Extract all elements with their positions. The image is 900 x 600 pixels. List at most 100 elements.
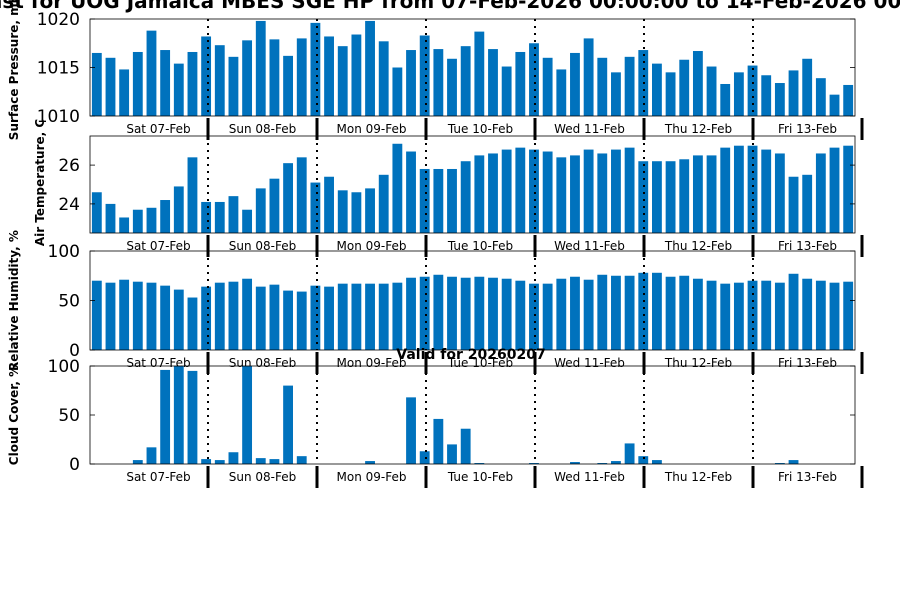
relative-humidity-bar <box>447 276 457 350</box>
relative-humidity-bar <box>91 280 102 350</box>
air-temperature-bar <box>829 147 840 233</box>
air-temperature-day-label: Thu 12-Feb <box>664 239 732 253</box>
relative-humidity-bar <box>761 280 772 350</box>
cloud-cover-bar <box>611 461 621 464</box>
relative-humidity-ytick-label: 100 <box>48 242 80 262</box>
cloud-cover-bar <box>201 459 212 464</box>
relative-humidity-bar <box>611 275 621 350</box>
surface-pressure-bar <box>365 20 375 116</box>
cloud-cover-day-label: Fri 13-Feb <box>778 470 837 484</box>
surface-pressure-bar <box>146 30 157 116</box>
air-temperature-bar <box>419 168 430 233</box>
air-temperature-bar <box>242 209 253 233</box>
chart-title: Forecast for UOG Jamaica MBES SGE HP fro… <box>0 0 900 13</box>
air-temperature-bar <box>187 157 198 233</box>
relative-humidity-bar <box>296 291 307 350</box>
air-temperature-ytick-label: 24 <box>58 195 80 215</box>
air-temperature-bar <box>583 149 594 233</box>
relative-humidity-bar <box>392 282 403 350</box>
air-temperature-bar <box>365 188 375 233</box>
relative-humidity-bar <box>529 283 539 350</box>
relative-humidity-bar <box>146 282 157 350</box>
cloud-cover-bar <box>460 428 471 464</box>
cloud-cover-bar <box>173 366 184 464</box>
air-temperature-bar <box>119 217 130 233</box>
air-temperature-bar <box>488 153 498 233</box>
surface-pressure-ytick-label: 1015 <box>37 59 80 79</box>
surface-pressure-ylabel: Surface Pressure, mb <box>7 0 21 140</box>
cloud-cover-bar <box>146 447 157 464</box>
cloud-cover-bar <box>788 460 799 464</box>
relative-humidity-bar <box>624 275 635 350</box>
surface-pressure-ytick-label: 1010 <box>37 107 80 127</box>
air-temperature-bar <box>132 209 143 233</box>
air-temperature-bar <box>788 176 799 233</box>
surface-pressure-bar <box>501 66 512 116</box>
relative-humidity-day-label: Fri 13-Feb <box>778 356 837 370</box>
air-temperature-bar <box>296 157 307 233</box>
cloud-cover-bar <box>638 456 649 464</box>
air-temperature-bar <box>228 196 239 233</box>
air-temperature-bar <box>214 201 225 233</box>
relative-humidity-bar <box>815 280 826 350</box>
surface-pressure-bar <box>788 70 799 116</box>
surface-pressure-bar <box>665 72 676 116</box>
relative-humidity-day-label: Mon 09-Feb <box>337 356 407 370</box>
relative-humidity-bar <box>160 285 171 350</box>
air-temperature-day-label: Sun 08-Feb <box>229 239 297 253</box>
cloud-cover-bar <box>283 385 293 464</box>
air-temperature-bar <box>515 147 526 233</box>
cloud-cover-bar <box>132 460 143 464</box>
air-temperature-bar <box>665 161 676 233</box>
cloud-cover-ytick-label: 0 <box>69 455 80 475</box>
surface-pressure-day-label: Tue 10-Feb <box>447 122 513 136</box>
cloud-cover-bar <box>652 460 662 464</box>
relative-humidity-bar <box>337 283 348 350</box>
surface-pressure-bar <box>337 46 348 116</box>
surface-pressure-bar <box>542 57 553 116</box>
surface-pressure-bar <box>761 75 772 116</box>
relative-humidity-bar <box>488 277 498 350</box>
surface-pressure-bar <box>351 34 362 116</box>
air-temperature-bar <box>706 155 717 233</box>
air-temperature-bar <box>815 153 826 233</box>
air-temperature-bar <box>474 155 485 233</box>
surface-pressure-bar <box>132 51 143 117</box>
cloud-cover-bar <box>228 452 239 464</box>
air-temperature-bar <box>843 145 854 233</box>
surface-pressure-bar <box>201 36 212 116</box>
surface-pressure-bar <box>720 83 731 116</box>
surface-pressure-bar <box>296 38 307 116</box>
air-temperature-day-label: Sat 07-Feb <box>126 239 190 253</box>
surface-pressure-bar <box>515 51 526 117</box>
air-temperature-bar <box>761 149 772 233</box>
surface-pressure-bar <box>160 50 171 116</box>
air-temperature-bar <box>529 149 539 233</box>
air-temperature-bar <box>378 174 389 233</box>
cloud-cover-bar <box>624 443 635 464</box>
relative-humidity-bar <box>419 276 430 350</box>
surface-pressure-bar <box>105 57 116 116</box>
air-temperature-bar <box>638 161 649 233</box>
surface-pressure-bar <box>843 84 854 116</box>
surface-pressure-panel: 1010 1015 1020 Surface Pressure, mb Sat 07-F… <box>7 0 864 140</box>
air-temperature-bar <box>692 155 703 233</box>
surface-pressure-bar <box>774 83 785 116</box>
air-temperature-bar <box>201 201 212 233</box>
relative-humidity-bar <box>652 272 662 350</box>
surface-pressure-bar <box>173 63 184 116</box>
relative-humidity-bar <box>665 276 676 350</box>
relative-humidity-ytick-label: 0 <box>69 341 80 361</box>
relative-humidity-bar <box>542 283 553 350</box>
air-temperature-day-label: Mon 09-Feb <box>337 239 407 253</box>
relative-humidity-bar <box>283 290 293 350</box>
relative-humidity-bar <box>843 281 854 350</box>
air-temperature-bar <box>611 149 621 233</box>
cloud-cover-axes-frame <box>89 365 856 465</box>
cloud-cover-bar <box>597 463 608 464</box>
surface-pressure-bar <box>324 36 334 116</box>
cloud-cover-bar <box>160 369 171 464</box>
air-temperature-bar <box>501 149 512 233</box>
air-temperature-bar <box>624 147 635 233</box>
